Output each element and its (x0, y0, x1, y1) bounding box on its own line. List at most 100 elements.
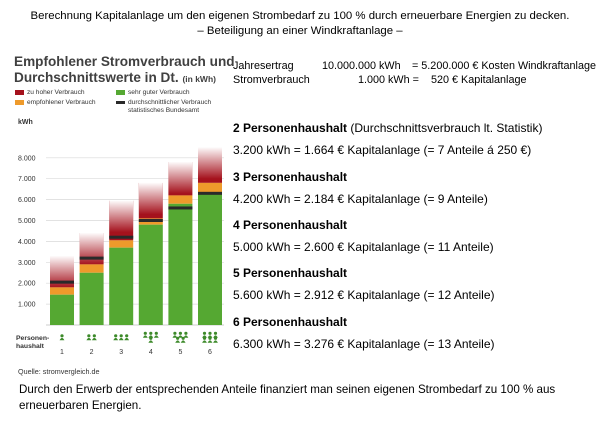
average-marker (198, 191, 222, 195)
x-axis-label: haushalt (16, 343, 45, 350)
title-line-1: Berechnung Kapitalanlage um den eigenen … (30, 10, 570, 22)
bar-fade (79, 232, 104, 265)
yield-label: Jahresertrag (233, 60, 294, 72)
person-icon (149, 331, 153, 335)
legend-swatch-high (15, 90, 24, 95)
person-icon (178, 335, 183, 338)
household-title-text: 6 Personenhaushalt (233, 315, 348, 329)
page-title: Berechnung Kapitalanlage um den eigenen … (0, 9, 600, 38)
bar-recommended (50, 287, 74, 295)
person-icon (148, 335, 154, 338)
legend-swatch-very-good (116, 90, 125, 95)
x-tick-label: 5 (178, 349, 182, 356)
x-axis-label: Personen- (16, 335, 49, 342)
household-calculation: 5.600 kWh = 2.912 € Kapitalanlage (= 12 … (233, 288, 495, 302)
person-icon (202, 331, 207, 335)
bar-chart: 1.000 2.000 3.000 4.000 5.000 6.000 7.000 8.000… (16, 146, 224, 356)
x-tick-label: 3 (119, 349, 123, 356)
average-marker (50, 280, 74, 284)
chart-heading-unit: (in kWh) (182, 73, 216, 84)
bar-very-good (198, 193, 222, 325)
bar-recommended (168, 195, 193, 204)
person-icon (113, 337, 119, 341)
bar-recommended (109, 240, 134, 248)
y-tick-label: 2.000 (18, 281, 36, 288)
y-tick-label: 8.000 (18, 155, 36, 162)
x-tick-label: 6 (208, 349, 212, 356)
household-calculation: 5.000 kWh = 2.600 € Kapitalanlage (= 11 … (233, 240, 494, 254)
consumption-value: 1.000 kWh = (358, 74, 419, 86)
household-title: 6 Personenhaushalt (233, 315, 347, 330)
y-tick-label: 1.000 (18, 302, 36, 309)
household-title-text: 4 Personenhaushalt (233, 218, 348, 232)
yield-cost: = 5.200.000 € Kosten Windkraftanlage (412, 60, 596, 72)
person-icon (175, 340, 181, 343)
person-icon (208, 336, 212, 340)
legend-right: sehr guter Verbrauch durchschnittlicher … (116, 89, 226, 117)
person-icon (92, 334, 96, 338)
chart-heading-text: Durchschnittswerte in Dt. (14, 69, 179, 85)
y-tick-label: 6.000 (18, 197, 36, 204)
household-title: 2 Personenhaushalt (Durchschnittsverbrau… (233, 121, 542, 136)
household-title-text: 5 Personenhaushalt (233, 266, 348, 280)
person-icon (213, 336, 218, 340)
household-note: (Durchschnittsverbrauch lt. Statistik) (347, 121, 543, 135)
person-icon (213, 335, 218, 338)
person-icon (154, 331, 158, 335)
yield-value: 10.000.000 kWh (322, 60, 401, 72)
household-title: 3 Personenhaushalt (233, 170, 347, 185)
bar-fade (198, 146, 222, 179)
household-calculation: 3.200 kWh = 1.664 € Kapitalanlage (= 7 A… (233, 143, 532, 157)
person-icon (114, 334, 118, 338)
person-icon (91, 337, 97, 341)
person-icon (208, 331, 212, 335)
average-marker (109, 235, 134, 239)
person-icon (202, 336, 207, 340)
person-icon (180, 340, 186, 343)
y-tick-label: 7.000 (18, 176, 36, 183)
legend-swatch-recommended (15, 100, 24, 105)
consumption-label: Stromverbrauch (233, 74, 310, 86)
person-icon (148, 340, 154, 343)
bar-very-good (79, 272, 104, 325)
y-tick-label: 4.000 (18, 239, 36, 246)
person-icon (207, 335, 213, 338)
legend-label-average-line-2: statistisches Bundesamt (128, 106, 200, 114)
person-icon (118, 337, 124, 341)
chart-heading: Empfohlener Stromverbrauch und Durchschn… (14, 54, 235, 87)
household-title-text: 3 Personenhaushalt (233, 170, 348, 184)
x-tick-label: 4 (149, 349, 153, 356)
y-tick-label: 3.000 (18, 260, 36, 267)
person-icon (202, 340, 207, 343)
legend-left: zu hoher Verbrauch empfohlener Verbrauch (15, 89, 120, 109)
person-icon (149, 336, 153, 340)
legend-label-recommended: empfohlener Verbrauch (27, 99, 96, 106)
bar-fade (109, 200, 134, 233)
person-icon (202, 335, 207, 338)
legend-label-high: zu hoher Verbrauch (27, 89, 85, 96)
x-tick-label: 1 (60, 349, 64, 356)
bar-very-good (168, 203, 193, 325)
person-icon (86, 337, 92, 341)
x-tick-label: 2 (90, 349, 94, 356)
person-icon (142, 335, 148, 338)
bar-fade (168, 161, 193, 194)
person-icon (213, 340, 218, 343)
chart-heading-line-2: Durchschnittswerte in Dt. (in kWh) (14, 70, 235, 88)
person-icon (143, 331, 147, 335)
person-icon (60, 334, 64, 338)
person-icon (173, 331, 177, 335)
person-icon (59, 337, 65, 341)
average-marker (138, 219, 163, 222)
person-icon (176, 336, 180, 340)
household-title: 4 Personenhaushalt (233, 218, 347, 233)
person-icon (183, 335, 189, 338)
household-title: 5 Personenhaushalt (233, 266, 347, 281)
bar-fade (138, 182, 163, 215)
bar-very-good (50, 294, 74, 325)
person-icon (207, 340, 213, 343)
average-marker (79, 256, 104, 260)
chart-heading-line-1: Empfohlener Stromverbrauch und (14, 54, 235, 69)
legend-label-very-good: sehr guter Verbrauch (128, 89, 190, 96)
bar-very-good (138, 224, 163, 325)
